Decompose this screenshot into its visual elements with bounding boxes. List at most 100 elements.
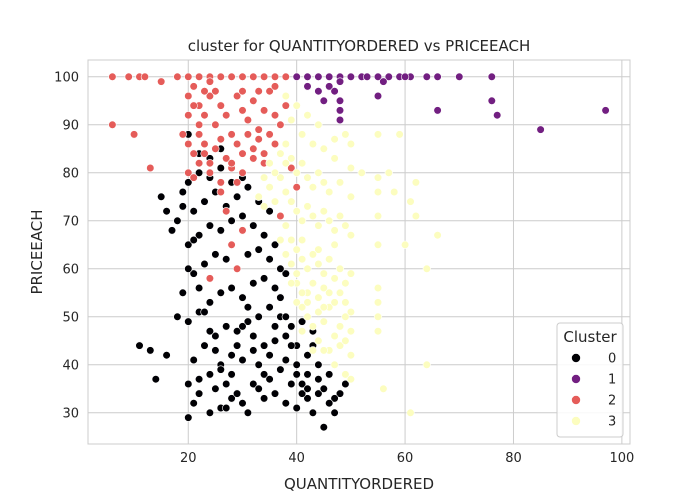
data-point [379,77,388,86]
data-point [314,72,323,81]
data-point [325,255,334,264]
data-point [227,394,236,403]
data-point [249,72,258,81]
data-point [287,379,296,389]
data-point [254,192,263,201]
data-point [373,283,383,293]
data-point [303,298,312,307]
data-point [341,336,350,345]
data-point [254,384,263,393]
data-point [319,144,328,153]
data-point [346,72,356,81]
series-cluster-1 [292,72,610,134]
data-point [298,327,307,336]
data-point [265,255,274,264]
data-point [211,384,220,393]
data-point [314,259,323,269]
data-point [401,72,410,81]
legend-label-1: 1 [608,373,616,388]
data-point [205,298,214,307]
data-point [276,293,285,302]
data-point [303,264,312,273]
data-point [433,106,442,115]
data-point [308,250,318,259]
data-point [233,139,242,149]
data-point [238,149,247,158]
data-point [200,111,209,120]
y-tick-label: 100 [54,70,79,85]
series-cluster-3 [254,91,442,417]
data-point [319,269,328,278]
data-point [260,341,269,350]
data-point [270,197,280,206]
plot-background [88,60,630,444]
data-point [281,139,290,149]
data-point [330,135,339,144]
data-point [270,389,280,398]
data-point [379,384,388,393]
data-point [373,312,383,321]
data-point [189,101,198,110]
data-point [249,346,258,355]
data-point [319,317,328,326]
data-point [487,96,496,105]
data-point [314,336,323,345]
chart-title: cluster for QUANTITYORDERED vs PRICEEACH [188,37,531,55]
data-point [216,135,225,144]
data-point [233,264,242,273]
data-point [319,96,328,105]
data-point [205,408,214,417]
legend-marker-2 [571,395,581,405]
data-point [227,351,236,360]
data-point [281,72,290,81]
data-point [487,72,496,81]
data-point [195,72,204,81]
data-point [341,221,350,230]
data-point [178,187,187,197]
data-point [222,111,231,120]
data-point [189,399,198,408]
data-point [173,216,182,225]
data-point [303,173,312,182]
data-point [314,360,323,369]
data-point [211,120,220,129]
data-point [243,115,252,125]
data-point [314,375,323,384]
data-point [270,336,280,345]
data-point [238,106,247,115]
data-point [303,370,312,379]
data-point [200,87,209,96]
data-point [303,312,312,321]
data-point [384,168,393,177]
data-point [308,408,318,417]
data-point [195,283,204,293]
data-point [184,240,193,249]
data-point [189,82,198,91]
data-point [433,231,442,240]
data-point [216,226,225,235]
legend: Cluster 0 1 2 3 [556,322,624,438]
data-point [238,226,247,235]
data-point [184,111,193,120]
data-point [373,298,383,307]
data-point [140,72,149,81]
data-point [346,163,356,173]
data-point [433,72,442,81]
data-point [314,120,323,129]
data-point [411,211,421,221]
data-point [298,379,307,389]
data-point [346,375,356,384]
data-point [233,341,242,350]
data-point [314,87,323,96]
y-tick-label: 90 [62,118,79,133]
y-tick-label: 40 [62,358,79,373]
data-point [233,327,242,336]
data-point [346,351,356,360]
data-point [298,235,307,245]
data-point [341,370,350,379]
data-point [265,207,274,216]
data-point [373,240,383,249]
data-point [281,221,290,230]
data-point [330,408,339,417]
